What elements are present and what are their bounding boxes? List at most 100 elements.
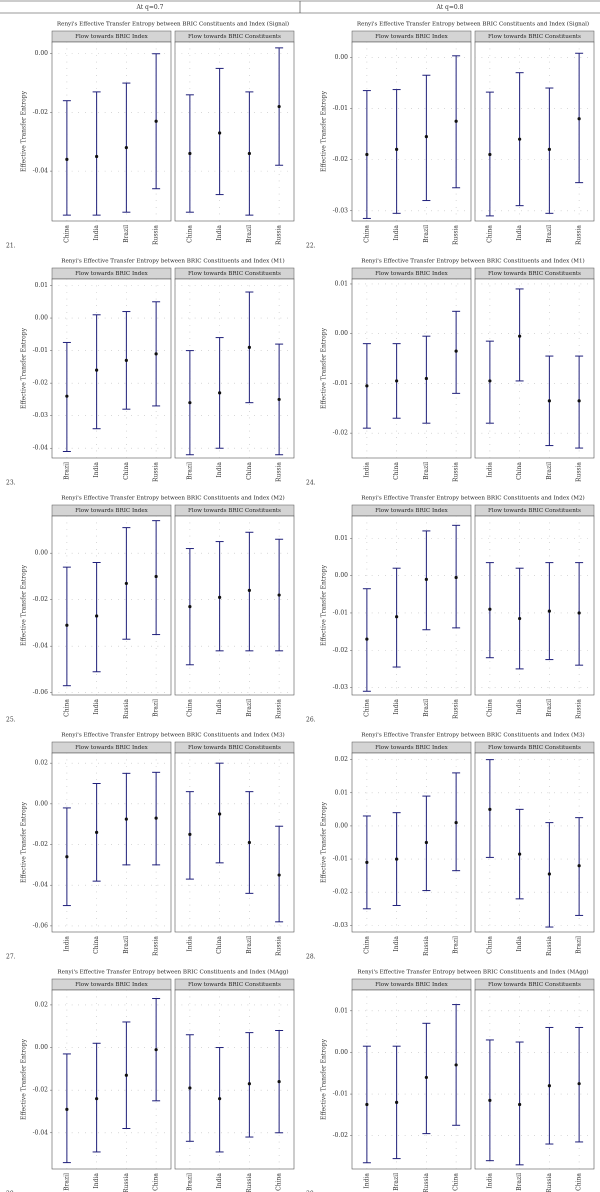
- y-tick-label: -0.03: [333, 922, 349, 929]
- x-tick-label: India: [216, 1173, 223, 1189]
- figure-number: 22.: [306, 243, 316, 250]
- x-tick-label: China: [576, 1173, 583, 1191]
- facet-strip-label: Flow towards BRIC Index: [375, 745, 449, 751]
- y-tick-label: 0.00: [35, 315, 49, 322]
- column-header: At q=0.7: [136, 4, 164, 11]
- chart-title: Renyi's Effective Transfer Entropy betwe…: [61, 258, 285, 265]
- point-estimate: [395, 857, 399, 861]
- y-tick-label: -0.01: [333, 105, 348, 112]
- point-estimate: [154, 574, 158, 579]
- facet-panel: [474, 278, 595, 459]
- y-tick-label: -0.02: [333, 156, 349, 163]
- facet-panel: [51, 752, 172, 933]
- point-estimate: [518, 1102, 522, 1107]
- y-tick-label: 0.02: [35, 760, 49, 767]
- x-tick-label: Brazil: [393, 1173, 400, 1191]
- facet-panel: [174, 989, 295, 1170]
- figure-number: 30.: [306, 1191, 316, 1192]
- y-tick-label: -0.03: [33, 412, 49, 419]
- facet-strip-label: Flow towards BRIC Index: [75, 982, 149, 988]
- facet-panel: [474, 989, 595, 1170]
- point-estimate: [247, 840, 251, 845]
- x-tick-label: China: [123, 462, 130, 480]
- x-tick-label: Brazil: [546, 462, 553, 480]
- y-tick-label: 0.00: [335, 1049, 349, 1056]
- point-estimate: [247, 345, 251, 349]
- figure-number: 24.: [306, 480, 316, 487]
- point-estimate: [365, 637, 369, 641]
- point-estimate: [188, 605, 192, 609]
- y-tick-label: 0.00: [35, 50, 49, 57]
- x-tick-label: India: [93, 462, 100, 478]
- x-tick-label: Brazil: [576, 936, 583, 954]
- x-tick-label: India: [93, 225, 100, 241]
- y-axis-label: Effective Transfer Entropy: [21, 564, 28, 646]
- x-tick-label: China: [486, 936, 493, 954]
- facet-strip-label: Flow towards BRIC Index: [75, 271, 149, 277]
- point-estimate: [454, 349, 458, 353]
- x-tick-label: China: [153, 1173, 160, 1191]
- x-tick-label: Brazil: [153, 699, 160, 717]
- x-tick-label: India: [63, 936, 70, 952]
- y-tick-label: 0.01: [335, 535, 348, 542]
- facet-panel: [351, 41, 472, 222]
- point-estimate: [218, 812, 222, 816]
- figure-number: 21.: [6, 243, 16, 250]
- x-tick-label: Russia: [423, 936, 430, 956]
- facet-strip-label: Flow towards BRIC Constituents: [488, 271, 581, 277]
- point-estimate: [424, 1075, 428, 1080]
- facet-strip-label: Flow towards BRIC Constituents: [488, 34, 581, 40]
- y-tick-label: -0.04: [33, 1129, 49, 1136]
- chart-title: Renyi's Effective Transfer Entropy betwe…: [357, 21, 589, 28]
- x-tick-label: Russia: [276, 936, 283, 956]
- point-estimate: [488, 1098, 492, 1102]
- point-estimate: [518, 616, 522, 621]
- facet-strip-label: Flow towards BRIC Constituents: [188, 271, 281, 277]
- x-tick-label: Brazil: [546, 225, 553, 243]
- point-estimate: [488, 607, 492, 611]
- y-tick-label: -0.01: [333, 1091, 348, 1098]
- x-tick-label: India: [393, 225, 400, 241]
- point-estimate: [577, 611, 581, 615]
- facet-strip-label: Flow towards BRIC Index: [75, 34, 149, 40]
- y-tick-label: 0.00: [35, 800, 49, 807]
- point-estimate: [365, 860, 369, 864]
- y-axis-label: Effective Transfer Entropy: [21, 327, 28, 409]
- point-estimate: [577, 117, 581, 121]
- y-tick-label: -0.04: [33, 168, 49, 175]
- point-estimate: [95, 830, 99, 834]
- chart-title: Renyi's Effective Transfer Entropy betwe…: [61, 495, 285, 502]
- x-tick-label: China: [486, 225, 493, 243]
- point-estimate: [277, 873, 281, 877]
- x-tick-label: Russia: [276, 699, 283, 719]
- chart-title: Renyi's Effective Transfer Entropy betwe…: [361, 495, 585, 502]
- x-tick-label: India: [216, 699, 223, 715]
- point-estimate: [154, 1048, 158, 1052]
- y-tick-label: -0.01: [333, 609, 348, 616]
- point-estimate: [218, 131, 222, 135]
- point-estimate: [577, 1082, 581, 1086]
- facet-strip-label: Flow towards BRIC Constituents: [188, 34, 281, 40]
- y-tick-label: -0.03: [333, 684, 349, 691]
- x-tick-label: India: [216, 225, 223, 241]
- point-estimate: [188, 832, 192, 836]
- point-estimate: [154, 352, 158, 356]
- x-tick-label: China: [216, 936, 223, 954]
- y-tick-label: -0.06: [33, 922, 49, 929]
- figure-number: 28.: [306, 954, 316, 961]
- point-estimate: [395, 1100, 399, 1104]
- point-estimate: [518, 334, 522, 338]
- x-tick-label: Brazil: [246, 225, 253, 243]
- y-tick-label: -0.02: [33, 1087, 49, 1094]
- point-estimate: [518, 137, 522, 141]
- point-estimate: [218, 595, 222, 599]
- facet-panel: [51, 278, 172, 459]
- point-estimate: [424, 577, 428, 581]
- point-estimate: [95, 1097, 99, 1101]
- y-axis-label: Effective Transfer Entropy: [21, 1038, 28, 1120]
- point-estimate: [547, 609, 551, 613]
- x-tick-label: Russia: [546, 1173, 553, 1192]
- point-estimate: [547, 1084, 551, 1088]
- facet-panel: [174, 41, 295, 222]
- point-estimate: [488, 152, 492, 157]
